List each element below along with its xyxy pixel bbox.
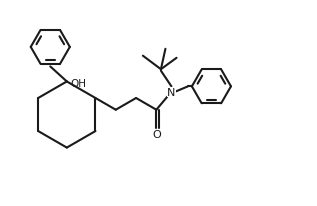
Text: OH: OH: [70, 78, 87, 89]
Text: O: O: [152, 130, 161, 140]
Text: N: N: [167, 87, 176, 97]
